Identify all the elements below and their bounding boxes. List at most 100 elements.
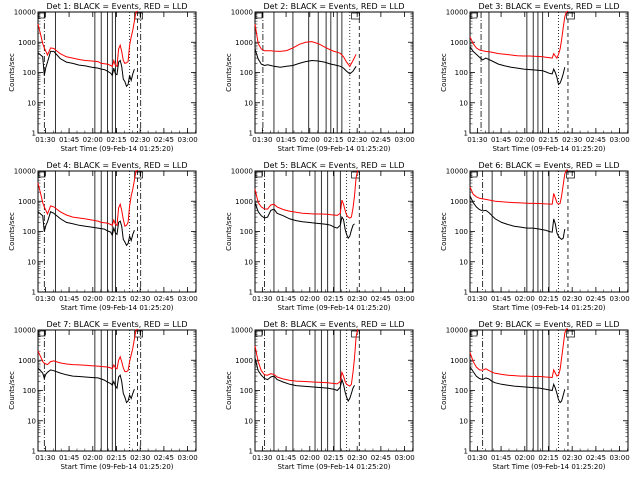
y-axis-label: Counts/sec [440,212,448,251]
x-tick-label: 02:30 [562,454,582,462]
y-axis-label: Counts/sec [225,212,233,251]
x-tick-label: 01:30 [467,295,487,303]
y-tick-label: 10000 [446,327,468,335]
x-tick-label: 01:45 [276,295,296,303]
lld-series-line [37,169,138,227]
x-tick-label: 02:00 [83,295,103,303]
y-tick-label: 1000 [235,357,253,365]
events-series-line [469,46,566,86]
y-tick-label: 10000 [231,327,253,335]
y-tick-label: 100 [455,387,468,395]
x-tick-label: 02:45 [371,454,391,462]
x-tick-label: 02:45 [154,136,174,144]
panel-det-2: Det 2: BLACK = Events, RED = LLD 1 10 100 10… [225,2,415,153]
panel-det-9: Det 9: BLACK = Events, RED = LLD 1 10 100 10… [440,320,630,471]
x-tick-label: 03:00 [177,136,197,144]
x-tick-label: 02:00 [515,136,535,144]
y-axis-label: Counts/sec [8,53,16,92]
y-tick-label: 100 [23,228,36,236]
x-tick-label: 02:00 [83,136,103,144]
y-tick-label: 1000 [18,357,36,365]
lld-series-line [254,23,357,68]
x-tick-label: 02:00 [83,454,103,462]
plot-frame [254,11,414,134]
x-tick-label: 02:45 [371,136,391,144]
x-axis-label: Start Time (09-Feb-14 01:25:20) [277,463,390,471]
x-tick-label: 02:15 [323,295,343,303]
y-axis-label: Counts/sec [225,371,233,410]
x-tick-label: 02:30 [130,454,150,462]
panel-det-7: Det 7: BLACK = Events, RED = LLD 1 10 100 10… [8,320,198,471]
x-tick-label: 01:30 [35,136,55,144]
events-series-line [37,50,135,88]
end-marker-box [566,12,575,20]
panel-title: Det 3: BLACK = Events, RED = LLD [479,2,620,11]
events-series-line [469,366,566,404]
x-tick-label: 02:00 [300,295,320,303]
x-tick-label: 03:00 [609,136,629,144]
lld-series-line [469,328,568,379]
x-tick-label: 01:45 [59,295,79,303]
events-series-line [254,357,355,403]
lld-series-line [37,10,138,68]
panel-title: Det 4: BLACK = Events, RED = LLD [47,161,188,170]
y-tick-label: 1 [249,130,253,138]
x-axis-label: Start Time (09-Feb-14 01:25:20) [492,145,605,153]
end-marker-box [351,171,360,179]
y-tick-label: 10000 [14,327,36,335]
y-tick-label: 10000 [231,168,253,176]
panel-det-8: Det 8: BLACK = Events, RED = LLD 1 10 100 10… [225,320,415,471]
y-tick-label: 100 [23,387,36,395]
y-axis-label: Counts/sec [440,53,448,92]
y-tick-label: 1 [464,130,468,138]
x-tick-label: 03:00 [394,136,414,144]
y-tick-label: 1 [464,289,468,297]
y-tick-label: 1 [32,289,36,297]
y-axis-label: Counts/sec [440,371,448,410]
y-tick-label: 1 [32,130,36,138]
x-tick-label: 02:30 [347,295,367,303]
y-tick-label: 1 [249,289,253,297]
panel-title: Det 5: BLACK = Events, RED = LLD [264,161,405,170]
y-tick-label: 10000 [14,168,36,176]
x-tick-label: 01:45 [276,136,296,144]
events-series-line [254,202,355,240]
x-tick-label: 03:00 [394,295,414,303]
x-tick-label: 02:00 [300,136,320,144]
x-tick-label: 03:00 [177,454,197,462]
x-tick-label: 02:30 [130,295,150,303]
x-tick-label: 02:45 [586,295,606,303]
panel-title: Det 2: BLACK = Events, RED = LLD [264,2,405,11]
y-tick-label: 100 [240,69,253,77]
x-tick-label: 02:00 [300,454,320,462]
panel-title: Det 1: BLACK = Events, RED = LLD [47,2,188,11]
x-tick-label: 02:15 [538,454,558,462]
x-tick-label: 01:30 [467,136,487,144]
x-tick-label: 02:30 [562,136,582,144]
x-tick-label: 02:45 [154,295,174,303]
x-tick-label: 02:00 [515,454,535,462]
plot-frame [37,329,197,452]
start-marker-box [255,12,263,19]
end-marker-box [134,171,143,179]
start-marker-box [470,330,478,337]
panel-det-5: Det 5: BLACK = Events, RED = LLD 1 10 100 10… [225,161,415,312]
y-tick-label: 10 [459,99,468,107]
x-tick-label: 02:45 [371,295,391,303]
x-tick-label: 02:30 [347,454,367,462]
y-tick-label: 1000 [235,39,253,47]
panel-title: Det 8: BLACK = Events, RED = LLD [264,320,405,329]
y-axis-label: Counts/sec [225,53,233,92]
y-tick-label: 10000 [231,9,253,17]
y-tick-label: 1 [464,448,468,456]
lld-series-line [254,328,359,387]
x-tick-label: 02:15 [538,136,558,144]
y-tick-label: 1000 [235,198,253,206]
y-tick-label: 1000 [18,198,36,206]
x-tick-label: 02:30 [130,136,150,144]
end-marker-box [566,171,575,179]
x-tick-label: 02:45 [586,136,606,144]
panel-title: Det 9: BLACK = Events, RED = LLD [479,320,620,329]
y-tick-label: 1 [32,448,36,456]
start-marker-box [470,171,478,178]
